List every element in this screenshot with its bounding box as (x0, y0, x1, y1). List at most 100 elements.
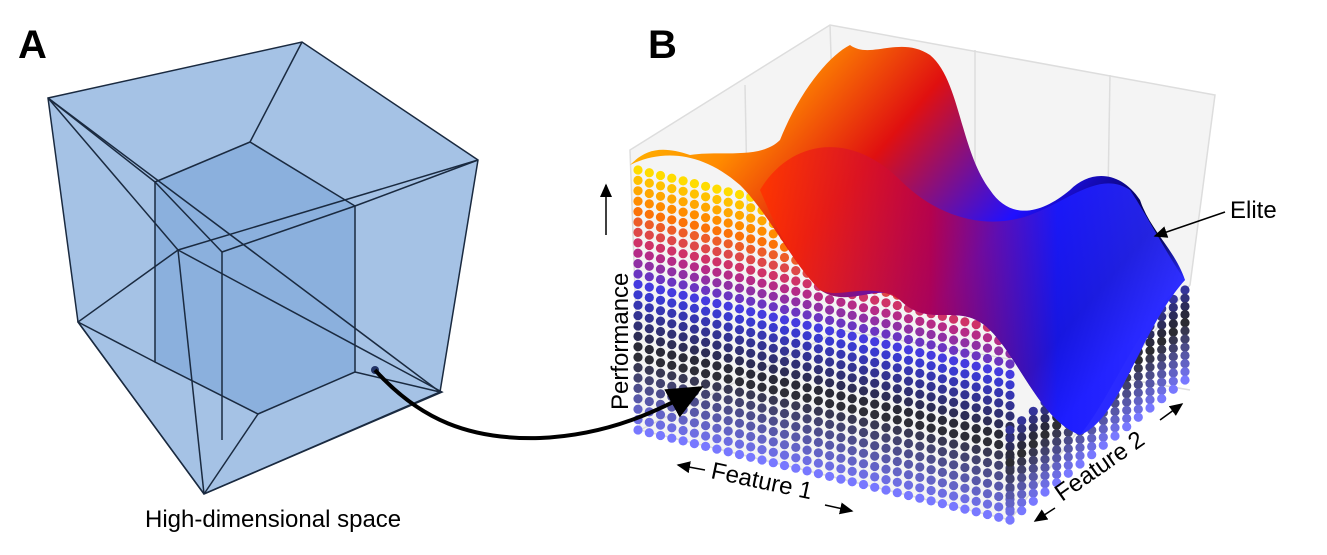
dot (655, 430, 666, 441)
dot (655, 212, 666, 222)
dot (644, 220, 654, 230)
dot (779, 419, 790, 429)
dot (701, 410, 711, 420)
dot (982, 333, 993, 343)
dot (757, 289, 767, 299)
dot (971, 382, 981, 392)
dot (1087, 450, 1097, 460)
dot (633, 196, 643, 206)
dot (858, 438, 869, 448)
dot (791, 453, 801, 463)
dot (1028, 472, 1038, 482)
dot (870, 368, 880, 378)
dot (1133, 371, 1143, 381)
dot (712, 184, 722, 194)
dot (791, 463, 801, 473)
dot (701, 254, 711, 264)
dot (689, 210, 700, 220)
dot (926, 381, 936, 392)
dot (892, 373, 902, 383)
dot (667, 288, 677, 298)
dot (813, 302, 824, 312)
dot (644, 344, 654, 355)
dot (667, 194, 677, 204)
dot (960, 473, 970, 483)
dot (1180, 293, 1190, 303)
dot (701, 275, 711, 285)
dot (813, 406, 824, 416)
dot (813, 417, 824, 427)
dot (746, 452, 756, 462)
dot (689, 272, 700, 282)
dot (667, 236, 677, 246)
dot (768, 395, 778, 405)
dot (779, 315, 790, 325)
dot (1028, 431, 1038, 441)
dot (689, 335, 700, 345)
dot (734, 231, 745, 241)
dot (667, 423, 677, 433)
dot (723, 239, 733, 249)
dot (802, 289, 812, 299)
dot (1017, 440, 1027, 450)
dot (655, 264, 666, 274)
axis-arrow (676, 461, 706, 474)
dot (971, 496, 981, 506)
dot (734, 387, 745, 397)
dot (903, 470, 914, 480)
dot (881, 381, 891, 391)
dot (633, 394, 643, 404)
dot (982, 468, 993, 478)
dot (881, 443, 891, 453)
dot (779, 460, 790, 471)
dot (813, 437, 824, 447)
dot (926, 350, 936, 360)
dot (644, 355, 654, 365)
dot (1005, 482, 1015, 492)
dot (655, 316, 666, 326)
dot (779, 356, 790, 367)
dot (723, 384, 733, 394)
dot (791, 266, 801, 276)
dot (723, 426, 733, 436)
dot (903, 428, 914, 438)
dot (982, 364, 993, 374)
dot (926, 485, 936, 496)
dot (689, 241, 700, 251)
dot (881, 329, 891, 339)
dot (689, 231, 700, 241)
dot (813, 344, 824, 354)
dot (768, 385, 778, 395)
dot (655, 326, 666, 337)
dot (678, 290, 688, 300)
dot (982, 457, 993, 468)
dot (949, 397, 959, 407)
dot (960, 494, 970, 504)
dot (644, 168, 654, 178)
dot (1157, 394, 1167, 404)
dot (802, 341, 812, 351)
dot (903, 376, 914, 386)
dot (915, 452, 925, 462)
dot (892, 363, 902, 373)
dot (892, 352, 902, 363)
dot (926, 371, 936, 381)
dot (667, 340, 677, 350)
dot (644, 376, 654, 386)
dot (825, 367, 835, 377)
shape (249, 41, 303, 143)
dot (858, 469, 869, 479)
dot (858, 479, 869, 490)
dot (960, 462, 970, 473)
dot (757, 445, 767, 455)
dot (712, 194, 722, 205)
dot (971, 361, 981, 371)
dot (768, 343, 778, 353)
dot (949, 460, 959, 470)
dot (903, 438, 914, 449)
dot (734, 262, 745, 272)
dot (655, 378, 666, 389)
dot (678, 321, 688, 332)
dot (655, 274, 666, 285)
dot (813, 448, 824, 458)
